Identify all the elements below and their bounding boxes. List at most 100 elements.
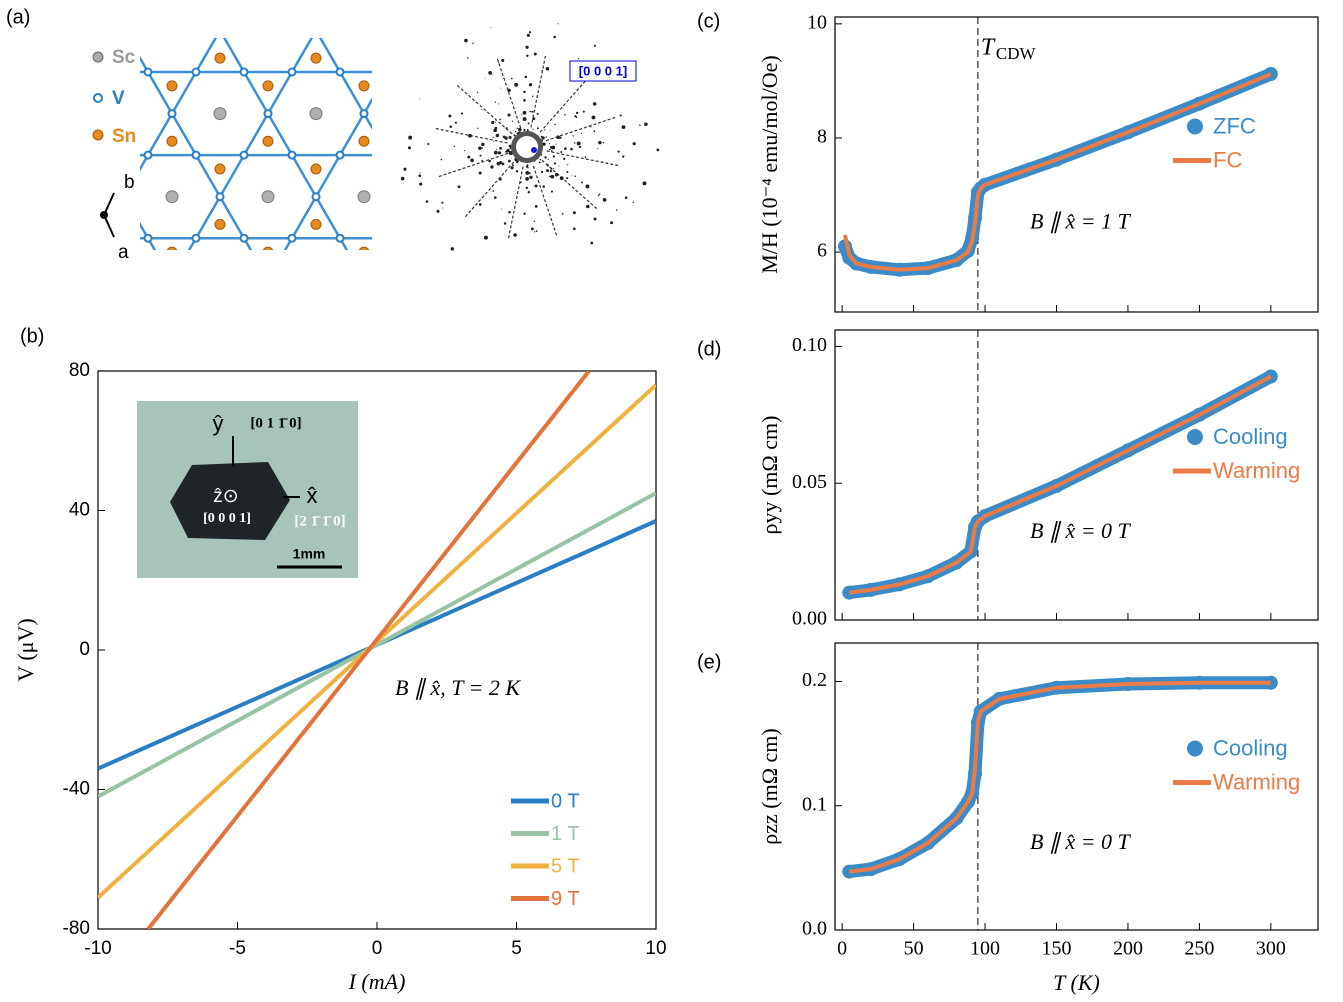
- sn-atom: [311, 0, 321, 8]
- spot: [534, 231, 535, 232]
- v-atom: [673, 235, 680, 242]
- spot: [551, 191, 553, 193]
- v-atom: [505, 27, 512, 34]
- legend-marker: [1187, 741, 1203, 757]
- x-tick-label: -5: [229, 938, 246, 959]
- scatter-trace: [845, 74, 1271, 270]
- spot: [441, 202, 443, 204]
- v-atom: [289, 318, 296, 325]
- v-atom: [529, 235, 536, 242]
- v-atom: [433, 69, 440, 76]
- spot: [491, 27, 492, 28]
- spot: [537, 127, 539, 129]
- v-atom: [697, 359, 704, 366]
- sn-atom: [215, 164, 225, 174]
- spot: [633, 201, 635, 203]
- v-atom: [505, 193, 512, 200]
- bond: [580, 197, 628, 239]
- x-axis-label: T (K): [1053, 970, 1100, 995]
- bond: [676, 363, 724, 405]
- spot: [639, 124, 641, 126]
- v-atom: [673, 318, 680, 325]
- spot: [598, 194, 600, 196]
- v-atom: [1, 69, 8, 76]
- spot: [535, 184, 538, 187]
- spot: [498, 134, 499, 135]
- spot: [554, 124, 556, 126]
- sn-atom: [455, 247, 465, 257]
- y-tick-label: 40: [69, 500, 90, 521]
- v-atom: [49, 235, 56, 242]
- spot: [492, 74, 493, 75]
- bond: [388, 0, 436, 31]
- spot: [514, 83, 518, 87]
- spot: [491, 121, 494, 124]
- sc-atom: [166, 25, 178, 37]
- v-atom: [337, 152, 344, 159]
- v-atom: [145, 318, 152, 325]
- spot: [549, 143, 550, 144]
- bond: [484, 197, 532, 239]
- spot: [544, 156, 546, 158]
- spot: [533, 128, 534, 129]
- spot: [477, 92, 478, 93]
- spot: [496, 149, 497, 150]
- v-atom: [49, 318, 56, 325]
- y-tick-label: 80: [69, 360, 90, 381]
- spot: [526, 187, 528, 189]
- spot: [526, 46, 529, 49]
- v-atom: [361, 110, 368, 117]
- bond: [340, 114, 388, 156]
- axis-label: b: [124, 172, 135, 193]
- spot: [403, 168, 406, 171]
- spot: [527, 129, 529, 131]
- spot: [622, 125, 626, 129]
- bond: [292, 321, 340, 363]
- spot: [556, 144, 557, 145]
- spot: [427, 143, 429, 145]
- spot: [593, 102, 597, 106]
- spot: [598, 141, 601, 144]
- spot: [526, 165, 528, 167]
- spot: [563, 158, 565, 160]
- spot: [478, 147, 481, 150]
- panel-label: (d): [697, 338, 721, 360]
- spot: [481, 160, 483, 162]
- bond: [244, 280, 292, 322]
- legend-label: 0 T: [551, 790, 580, 812]
- sn-atom: [71, 302, 81, 312]
- bond: [196, 197, 244, 239]
- sn-atom: [311, 386, 321, 396]
- spot: [499, 119, 501, 121]
- spot: [542, 70, 543, 71]
- spot: [442, 207, 443, 208]
- zone-axis: [0 0 0 1]: [579, 63, 627, 78]
- sc-atom: [262, 191, 274, 203]
- spot: [511, 78, 513, 80]
- inset-text: 1mm: [293, 546, 326, 562]
- bond: [100, 197, 148, 239]
- sc-atom: [502, 274, 514, 286]
- v-atom: [313, 27, 320, 34]
- spot: [490, 165, 493, 168]
- v-atom: [169, 110, 176, 117]
- spot: [504, 136, 507, 139]
- v-atom: [145, 235, 152, 242]
- bond: [340, 238, 388, 280]
- spot: [546, 136, 547, 137]
- legend-label: Cooling: [1213, 735, 1288, 760]
- v-atom: [145, 69, 152, 76]
- spot: [553, 36, 556, 39]
- spot: [594, 45, 596, 47]
- legend-dot: [93, 130, 103, 140]
- spot: [578, 94, 579, 95]
- spot: [558, 112, 559, 113]
- sn-atom: [119, 386, 129, 396]
- bond: [196, 321, 244, 363]
- bond: [436, 280, 484, 322]
- x-tick-label: 250: [1184, 938, 1214, 960]
- spot: [585, 184, 589, 188]
- v-atom: [217, 193, 224, 200]
- sn-atom: [407, 330, 417, 340]
- v-atom: [265, 276, 272, 283]
